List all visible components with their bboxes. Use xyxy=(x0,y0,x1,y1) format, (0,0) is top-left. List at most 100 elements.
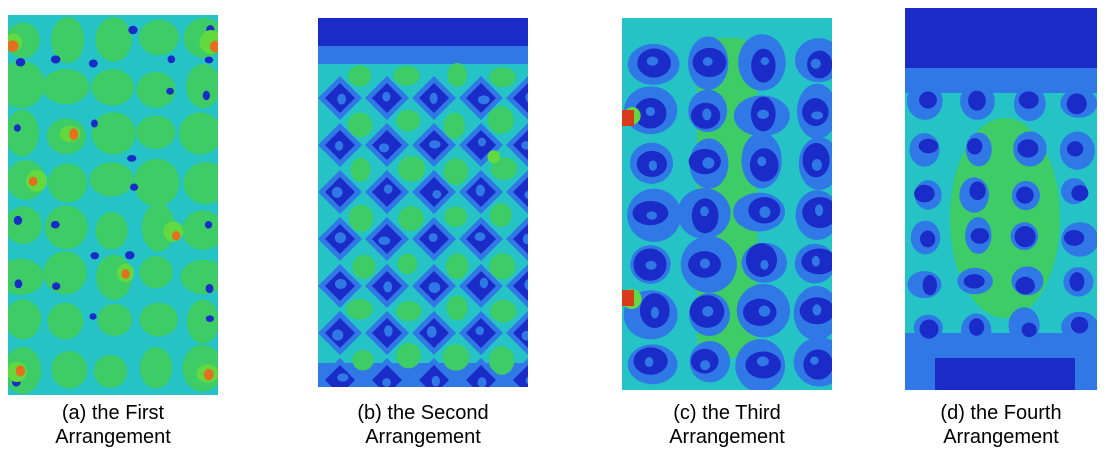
contour-region xyxy=(969,181,986,201)
contour-region xyxy=(382,91,391,102)
contour-plot-c xyxy=(622,18,832,390)
caption-line: Arrangement xyxy=(669,426,785,448)
contour-region xyxy=(702,306,714,317)
contour-region xyxy=(522,233,528,245)
contour-region xyxy=(48,163,88,203)
contour-region xyxy=(759,206,771,219)
contour-region xyxy=(383,281,393,293)
contour-region xyxy=(757,156,767,167)
caption-line: (a) the First xyxy=(61,402,165,424)
contour-region xyxy=(513,318,528,348)
contour-region xyxy=(141,203,176,252)
contour-region xyxy=(88,59,98,68)
contour-region xyxy=(348,65,372,87)
contour-region xyxy=(396,109,421,132)
contour-region xyxy=(90,252,100,260)
contour-region xyxy=(186,299,218,344)
contour-region xyxy=(803,349,832,380)
contour-region xyxy=(133,158,180,207)
contour-region xyxy=(393,65,420,86)
contour-region xyxy=(42,69,90,105)
contour-region xyxy=(432,190,442,199)
contour-region xyxy=(139,347,173,389)
contour-region xyxy=(90,119,98,128)
contour-region xyxy=(382,378,391,387)
contour-region xyxy=(419,365,449,387)
contour-region xyxy=(489,253,516,280)
contour-region xyxy=(489,67,516,88)
contour-region xyxy=(97,303,133,336)
contour-region xyxy=(91,69,134,106)
contour-region xyxy=(426,326,437,338)
contour-region xyxy=(479,277,489,289)
contour-region xyxy=(50,220,60,229)
contour-region xyxy=(384,325,393,337)
contour-region xyxy=(700,206,709,217)
contour-region xyxy=(922,274,938,296)
caption-line: Arrangement xyxy=(365,426,481,448)
contour-region xyxy=(513,130,528,160)
contour-region xyxy=(699,258,710,269)
contour-region xyxy=(332,329,344,341)
contour-region xyxy=(348,204,374,232)
contour-region xyxy=(95,17,132,62)
contour-region xyxy=(445,253,469,279)
contour-region xyxy=(477,377,487,387)
contour-region xyxy=(352,349,374,371)
contour-region xyxy=(702,157,715,169)
contour-region xyxy=(648,160,658,171)
contour-region xyxy=(935,358,1075,390)
contour-region xyxy=(525,92,528,103)
contour-region xyxy=(318,18,528,46)
contour-region xyxy=(488,346,515,375)
contour-region xyxy=(334,140,344,151)
contour-region xyxy=(166,87,174,95)
contour-region xyxy=(334,232,346,244)
contour-region xyxy=(51,282,61,290)
contour-region xyxy=(428,233,438,242)
contour-region xyxy=(444,206,468,227)
contour-region xyxy=(757,109,769,120)
contour-region xyxy=(350,157,371,182)
contour-region xyxy=(524,190,528,200)
contour-region xyxy=(513,83,528,113)
contour-region xyxy=(1069,272,1085,292)
contour-region xyxy=(205,315,214,322)
contour-region xyxy=(428,282,441,293)
contour-region xyxy=(513,177,528,207)
contour-region xyxy=(89,313,97,320)
contour-region xyxy=(205,283,214,294)
contour-region xyxy=(337,93,347,105)
contour-region xyxy=(429,92,438,104)
contour-region xyxy=(51,350,88,389)
contour-region xyxy=(178,112,218,155)
contour-region xyxy=(378,236,391,245)
contour-region xyxy=(334,278,347,289)
contour-region xyxy=(186,63,218,109)
contour-region xyxy=(1066,93,1087,115)
contour-region xyxy=(967,138,983,155)
contour-region xyxy=(130,183,139,191)
contour-region xyxy=(490,157,518,181)
contour-region xyxy=(346,299,374,320)
contour-region xyxy=(513,365,528,387)
contour-region xyxy=(760,57,770,66)
contour-region xyxy=(1016,186,1034,204)
caption: (d) the Fourth Arrangement xyxy=(891,401,1109,449)
contour-region xyxy=(347,112,373,138)
contour-region xyxy=(204,56,214,64)
contour-region xyxy=(395,301,422,322)
contour-region xyxy=(645,106,656,116)
contour-region xyxy=(475,184,485,197)
contour-region xyxy=(513,224,528,254)
contour-region xyxy=(644,356,654,368)
contour-region xyxy=(1017,139,1039,158)
contour-region xyxy=(1067,141,1084,157)
contour-region xyxy=(8,109,39,157)
contour-region xyxy=(812,304,822,316)
caption-line: (b) the Second xyxy=(357,402,489,424)
contour-region xyxy=(183,162,218,205)
contour-region xyxy=(919,91,937,109)
contour-region xyxy=(905,8,1097,68)
